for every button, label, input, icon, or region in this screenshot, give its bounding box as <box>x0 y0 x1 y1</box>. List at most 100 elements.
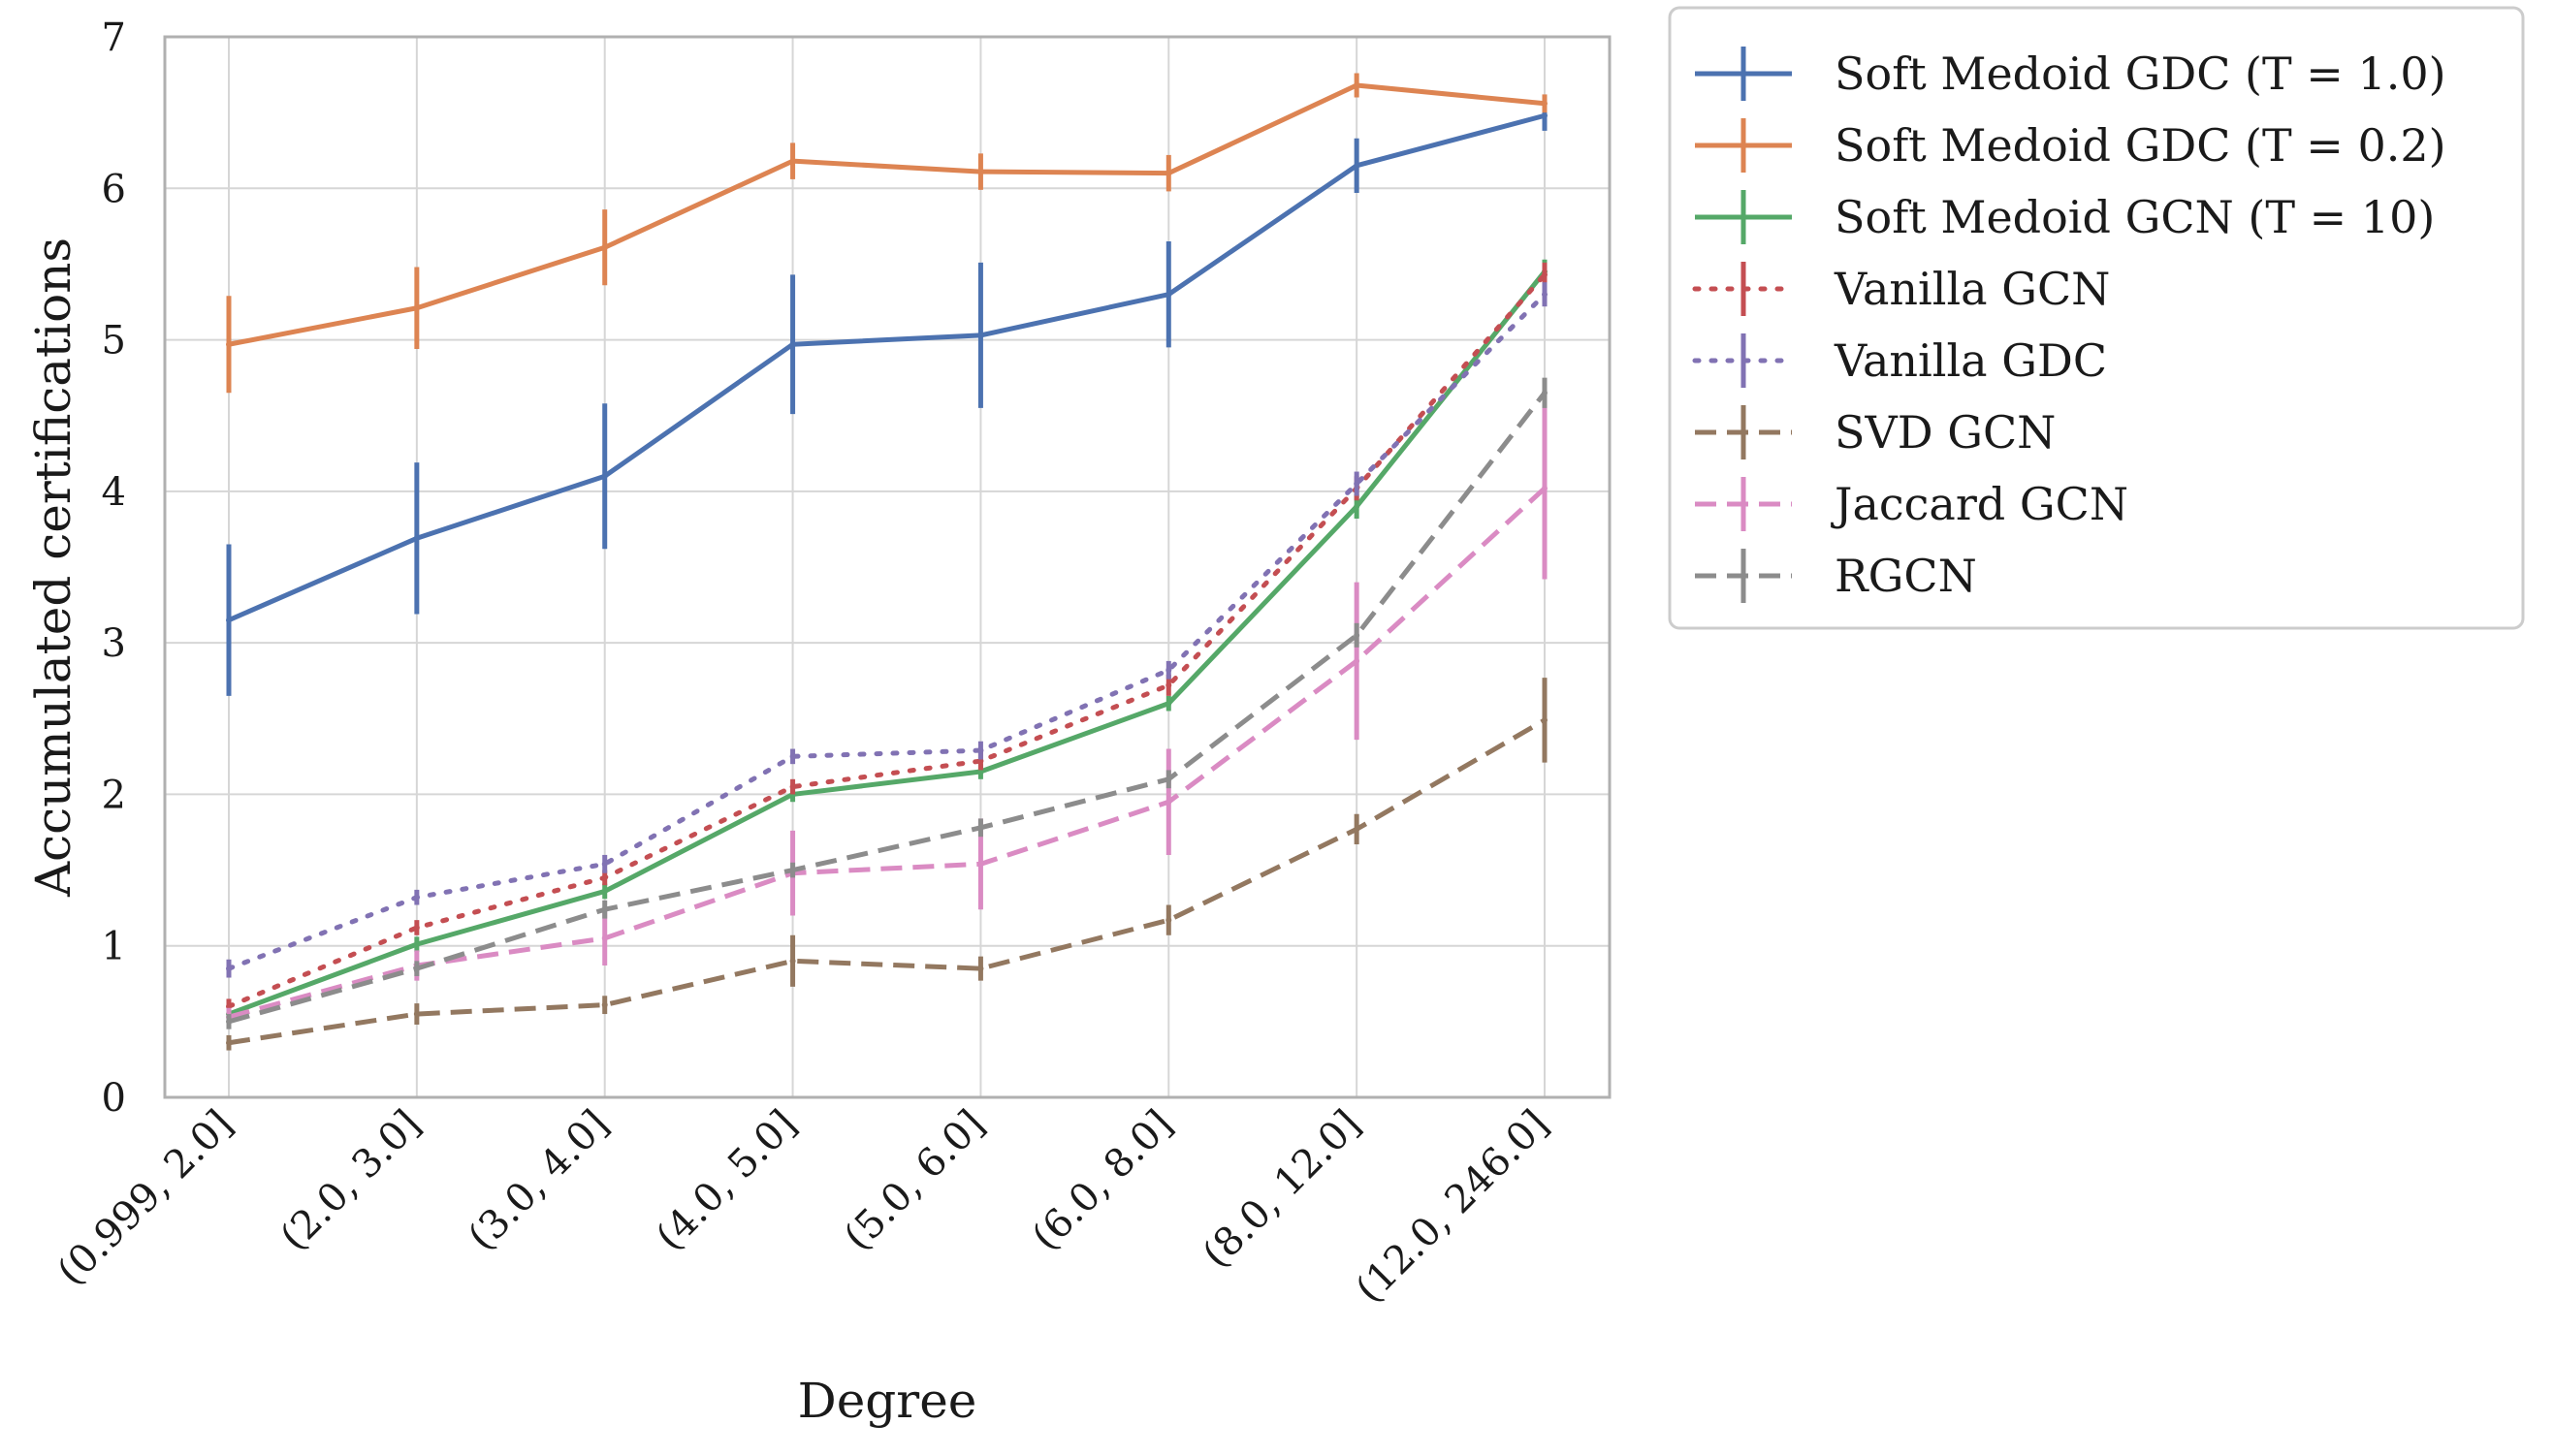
legend-box <box>1668 6 2525 630</box>
data-point <box>1165 291 1172 298</box>
data-point <box>977 169 984 175</box>
data-point <box>1165 799 1172 806</box>
data-point <box>1542 100 1548 107</box>
x-axis-title: Degree <box>798 1373 977 1429</box>
data-point <box>601 874 608 881</box>
legend-item: Soft Medoid GDC (T = 1.0) <box>1695 47 2446 101</box>
data-point <box>601 861 608 868</box>
data-point <box>601 888 608 895</box>
y-tick-label: 7 <box>102 16 126 60</box>
legend-label: Vanilla GCN <box>1834 263 2110 315</box>
data-point <box>413 941 420 948</box>
y-axis: 0 1 2 3 4 5 6 7 <box>102 16 126 1121</box>
data-point <box>413 924 420 931</box>
data-point <box>1354 503 1360 510</box>
data-point <box>977 758 984 765</box>
data-point <box>1165 170 1172 176</box>
data-point <box>789 958 796 965</box>
legend-item: SVD GCN <box>1695 405 2056 459</box>
x-tick-label: (8.0, 12.0] <box>1195 1102 1370 1278</box>
series-5 <box>226 678 1548 1051</box>
data-point <box>226 965 232 972</box>
data-point <box>1354 632 1360 639</box>
data-point <box>1354 162 1360 169</box>
y-tick-label: 2 <box>102 773 126 817</box>
plot-frame <box>163 35 1612 1099</box>
data-point <box>226 1003 232 1010</box>
x-axis: (0.999, 2.0] (2.0, 3.0] (3.0, 4.0] (4.0, 5.… <box>49 1102 1558 1313</box>
y-tick-label: 4 <box>102 470 126 515</box>
data-point <box>977 824 984 831</box>
legend-item: Soft Medoid GCN (T = 10) <box>1695 190 2435 244</box>
data-point <box>413 965 420 972</box>
data-point <box>1542 485 1548 491</box>
data-point <box>977 768 984 775</box>
data-point <box>226 617 232 623</box>
series-line <box>228 269 1547 1017</box>
y-tick-label: 5 <box>102 319 126 364</box>
data-point <box>1165 667 1172 674</box>
series-line <box>228 391 1547 1025</box>
data-point <box>413 304 420 311</box>
legend-item: Jaccard GCN <box>1695 477 2128 531</box>
data-point <box>1165 700 1172 707</box>
data-point <box>1542 291 1548 298</box>
data-point <box>1542 112 1548 119</box>
legend-item: RGCN <box>1695 549 1977 603</box>
x-tick-label: (3.0, 4.0] <box>460 1102 618 1260</box>
y-tick-label: 6 <box>102 167 126 211</box>
data-point <box>977 747 984 754</box>
data-point <box>413 1011 420 1018</box>
data-point <box>789 158 796 165</box>
legend-item: Vanilla GCN <box>1692 262 2110 316</box>
series-line <box>226 292 1548 971</box>
series-line <box>228 486 1547 1020</box>
legend-label: SVD GCN <box>1835 406 2056 459</box>
legend-label: RGCN <box>1835 550 1977 602</box>
legend-label: Soft Medoid GCN (T = 10) <box>1835 191 2435 243</box>
data-point <box>1165 681 1172 688</box>
data-point <box>789 783 796 790</box>
series-1 <box>226 73 1548 394</box>
data-point <box>413 894 420 901</box>
y-tick-label: 1 <box>102 925 126 969</box>
data-point <box>789 753 796 760</box>
y-tick-label: 3 <box>102 621 126 666</box>
x-tick-label: (4.0, 5.0] <box>648 1102 806 1260</box>
y-tick-label: 0 <box>102 1076 126 1121</box>
data-point <box>601 906 608 913</box>
data-point <box>226 1039 232 1046</box>
data-point <box>1354 826 1360 833</box>
legend-item: Vanilla GDC <box>1692 333 2107 388</box>
data-point <box>1542 390 1548 396</box>
data-point <box>226 341 232 348</box>
grid <box>165 36 1610 1098</box>
data-point <box>413 535 420 542</box>
series-line <box>228 717 1547 1046</box>
data-point <box>977 965 984 972</box>
series-4 <box>226 282 1548 978</box>
data-point <box>1542 271 1548 278</box>
data-point <box>1165 775 1172 782</box>
data-point <box>1354 657 1360 664</box>
data-point <box>226 1018 232 1025</box>
data-point <box>977 332 984 338</box>
legend-label: Soft Medoid GDC (T = 1.0) <box>1835 47 2446 100</box>
legend-label: Soft Medoid GDC (T = 0.2) <box>1835 119 2446 172</box>
data-point <box>601 244 608 251</box>
series-line <box>228 82 1546 347</box>
series-line <box>228 112 1546 622</box>
data-point <box>789 341 796 348</box>
legend-label: Vanilla GDC <box>1834 334 2107 387</box>
data-point <box>601 473 608 480</box>
x-tick-label: (12.0, 246.0] <box>1348 1102 1558 1313</box>
x-tick-label: (2.0, 3.0] <box>271 1102 430 1260</box>
y-axis-title: Accumulated certifications <box>25 237 81 898</box>
data-point <box>1165 917 1172 924</box>
series-line <box>226 271 1548 1009</box>
series-0 <box>226 100 1548 696</box>
legend-item: Soft Medoid GDC (T = 0.2) <box>1695 118 2446 173</box>
data-point <box>601 934 608 941</box>
legend-label: Jaccard GCN <box>1831 478 2128 530</box>
